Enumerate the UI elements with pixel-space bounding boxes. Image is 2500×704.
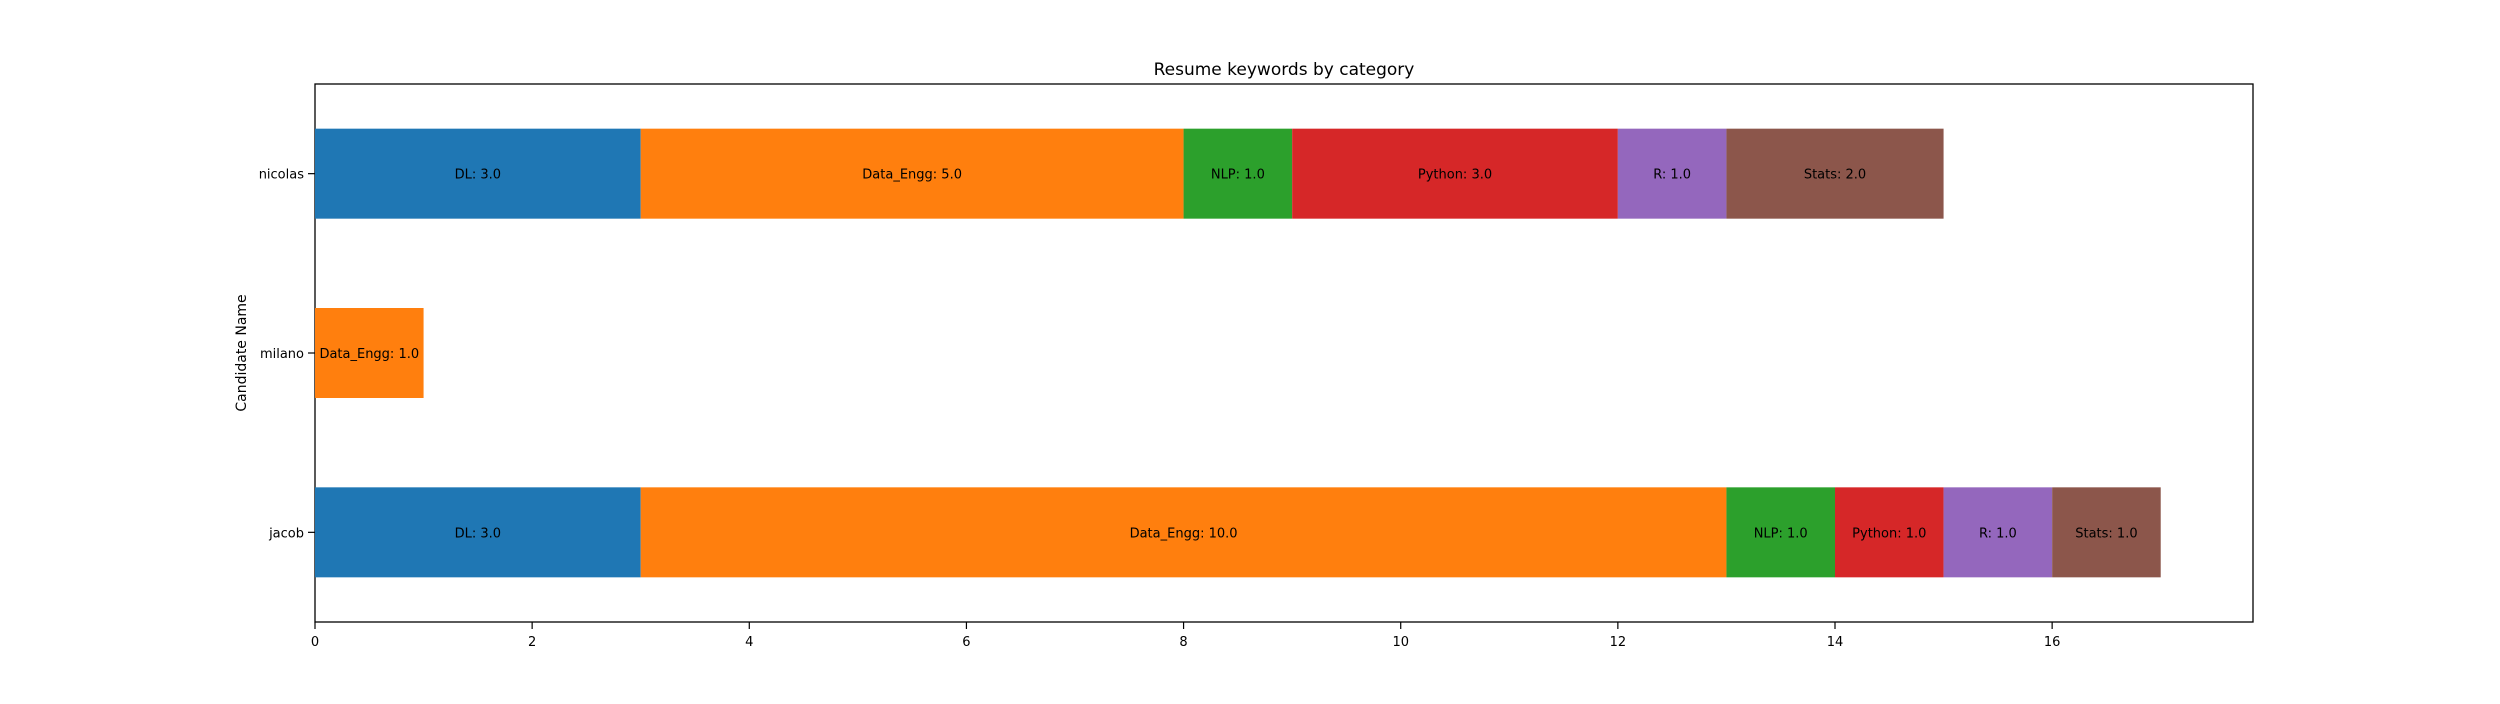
bar-jacob-python (1835, 487, 1944, 578)
bar-label-milano-data_engg: Data_Engg: 1.0 (319, 347, 419, 362)
bar-jacob-data_engg (640, 487, 1727, 578)
bar-label-jacob-nlp: NLP: 1.0 (1754, 526, 1808, 541)
bar-nicolas-r (1617, 128, 1727, 219)
x-tick-label: 8 (1179, 635, 1187, 650)
bar-nicolas-python (1292, 128, 1618, 219)
x-tick-label: 2 (528, 635, 536, 650)
bar-milano-data_engg (315, 308, 424, 398)
bar-label-nicolas-stats: Stats: 2.0 (1804, 168, 1866, 183)
y-tick-label-jacob: jacob (268, 526, 304, 541)
bar-jacob-nlp (1726, 487, 1835, 578)
x-tick-label: 10 (1392, 635, 1409, 650)
bar-label-jacob-dl: DL: 3.0 (455, 526, 501, 541)
bar-label-jacob-python: Python: 1.0 (1852, 526, 1926, 541)
bar-jacob-dl (315, 487, 641, 578)
x-tick-label: 6 (962, 635, 970, 650)
y-tick-label-nicolas: nicolas (259, 168, 305, 183)
x-axis: 0 2 4 6 8 10 12 14 16 (311, 622, 2061, 650)
x-tick-label: 0 (311, 635, 319, 650)
bar-label-nicolas-r: R: 1.0 (1653, 168, 1691, 183)
y-axis: jacob milano nicolas (259, 168, 315, 541)
bar-nicolas-nlp (1183, 128, 1293, 219)
bar-nicolas-data_engg (640, 128, 1184, 219)
chart-title: Resume keywords by category (1154, 60, 1415, 80)
x-tick-label: 16 (2044, 635, 2061, 650)
bar-label-jacob-stats: Stats: 1.0 (2075, 526, 2137, 541)
bar-nicolas-stats (1726, 128, 1944, 219)
bar-label-nicolas-dl: DL: 3.0 (455, 168, 501, 183)
bar-nicolas-dl (315, 128, 641, 219)
bar-label-nicolas-python: Python: 3.0 (1418, 168, 1492, 183)
x-tick-label: 4 (745, 635, 753, 650)
bar-label-nicolas-nlp: NLP: 1.0 (1211, 168, 1265, 183)
bars-layer (315, 128, 2161, 578)
bar-jacob-r (1943, 487, 2053, 578)
y-axis-label: Candidate Name (234, 294, 250, 411)
bar-label-jacob-data_engg: Data_Engg: 10.0 (1130, 526, 1238, 541)
y-tick-label-milano: milano (260, 347, 304, 362)
bar-label-nicolas-data_engg: Data_Engg: 5.0 (862, 168, 962, 183)
bar-label-jacob-r: R: 1.0 (1979, 526, 2017, 541)
bar-labels-layer: DL: 3.0 Data_Engg: 10.0 NLP: 1.0 Python: 1.… (319, 168, 2137, 542)
x-tick-label: 12 (1610, 635, 1627, 650)
x-tick-label: 14 (1827, 635, 1844, 650)
bar-jacob-stats (2052, 487, 2161, 578)
